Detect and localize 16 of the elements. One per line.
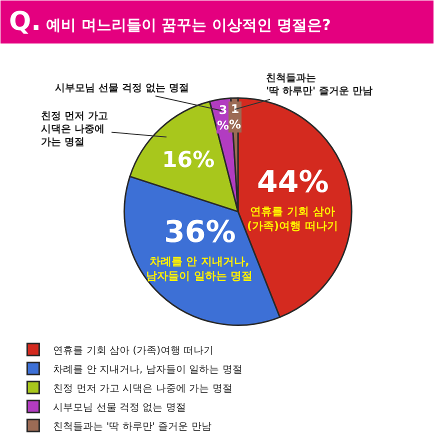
data-label: 1% (229, 102, 242, 132)
chart-title: Q. 예비 며느리들이 꿈꾸는 이상적인 명절은? (9, 7, 331, 37)
data-label: 36% (164, 215, 236, 250)
data-label: 16% (162, 148, 215, 173)
legend-label: 시부모님 선물 걱정 없는 명절 (53, 402, 186, 414)
data-label: 44% (257, 165, 329, 200)
slice-label: 친정 먼저 가고 시댁은 나중에 가는 명절 (41, 111, 108, 148)
slice-label: 시부모님 선물 걱정 없는 명절 (55, 83, 189, 94)
slice-label: 친척들과는 '딱 하루만' 즐거운 만남 (266, 73, 373, 97)
legend-label: 차례를 안 지내거나, 남자들이 일하는 명절 (53, 364, 242, 376)
slice-label: 차례를 안 지내거나, 남자들이 일하는 명절 (146, 255, 253, 282)
legend-label: 연휴를 기회 삼아 (가족)여행 떠나기 (53, 345, 214, 356)
legend-label: 친척들과는 '딱 하루만' 즐거운 만남 (53, 421, 212, 432)
data-label: 3% (217, 103, 230, 133)
legend-label: 친정 먼저 가고 시댁은 나중에 가는 명절 (53, 383, 232, 394)
slice-label: 연휴를 기회 삼아 (가족)여행 떠나기 (247, 205, 338, 232)
